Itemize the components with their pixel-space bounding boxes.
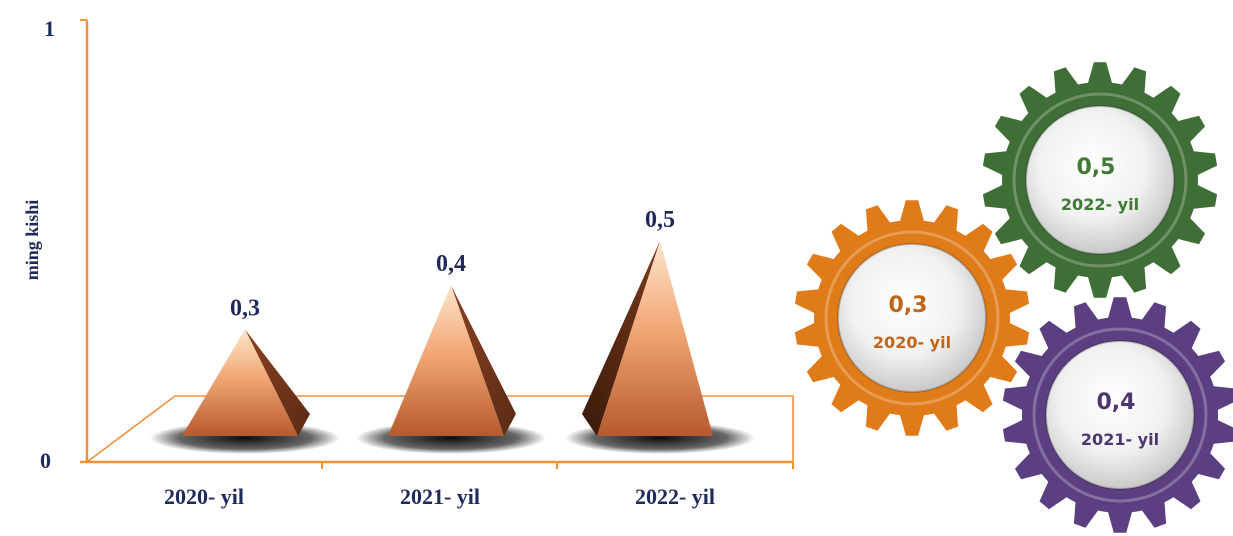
gear-ring [1012,92,1188,268]
data-label: 0,4 [436,251,466,277]
gear-2021: 0,4 2021- yil [1002,297,1233,533]
x-tick-label: 2020- yil [164,484,244,509]
x-tick-label: 2021- yil [400,484,480,509]
x-tick-label: 2022- yil [635,484,715,509]
bar-face-front [182,329,298,436]
gear-disc [1025,105,1175,255]
gear-year: 2020- yil [873,333,951,352]
bar-face-right [451,285,516,436]
gear-year: 2021- yil [1081,430,1159,449]
bar-2022: 0,5 [565,207,755,454]
gear-2022: 0,5 2022- yil [982,62,1218,298]
gears-group: 0,3 2020- yil 0,4 2021- yil 0,5 2022- yil [794,62,1233,533]
gear-2020: 0,3 2020- yil [794,200,1030,436]
gear-value: 0,5 [1077,155,1116,180]
bar-2021: 0,4 [356,251,546,454]
bar-face-right [245,329,310,436]
bars-group: 0,3 0,4 0,5 [150,207,755,454]
bar-2020: 0,3 [150,295,340,454]
gear-ring [1032,327,1208,503]
y-tick-label-bottom: 0 [40,448,51,473]
bar-face-front [388,285,504,436]
x-tick-labels: 2020- yil 2021- yil 2022- yil [164,484,715,509]
y-axis-label: ming kishi [22,200,42,281]
data-label: 0,5 [645,207,675,233]
floor-plane [84,395,794,463]
data-label: 0,3 [230,295,260,321]
y-tick-label-top: 1 [44,16,55,41]
gear-value: 0,3 [889,293,928,318]
gear-disc [1045,340,1195,490]
bar-face-left [582,241,660,436]
gear-disc [837,243,987,393]
bar-face-front [597,241,713,436]
gear-value: 0,4 [1097,390,1136,415]
gear-ring [824,230,1000,406]
gear-year: 2022- yil [1061,195,1139,214]
